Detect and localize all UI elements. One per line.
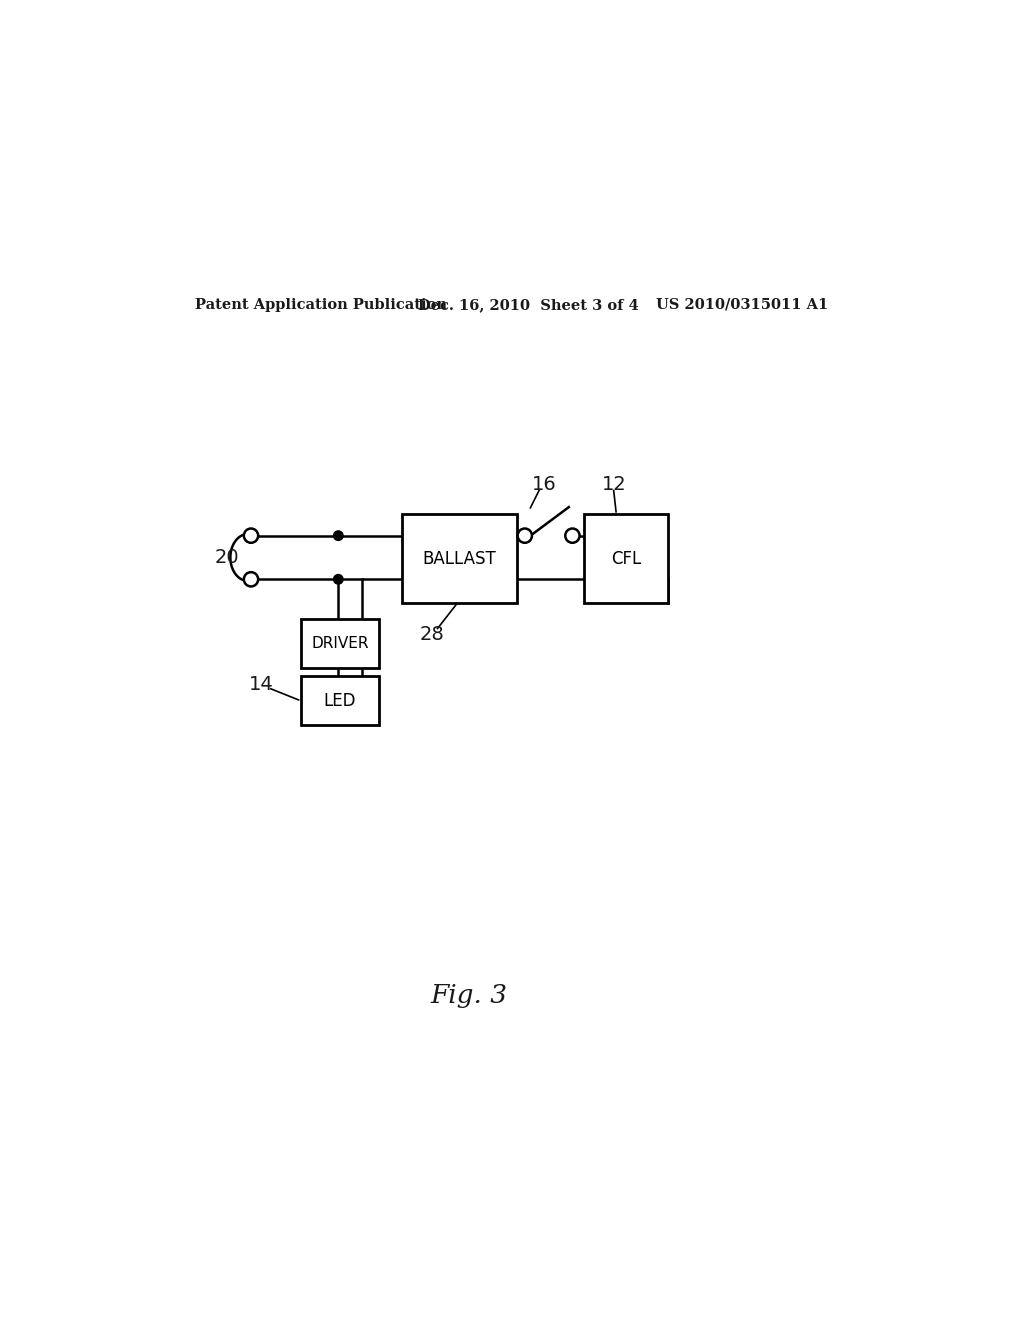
Bar	[301, 619, 379, 668]
Circle shape	[334, 574, 343, 583]
Text: 12: 12	[602, 475, 627, 494]
Text: 16: 16	[531, 475, 556, 494]
Circle shape	[244, 528, 258, 543]
Text: LED: LED	[324, 692, 356, 710]
Text: CFL: CFL	[611, 549, 641, 568]
Bar	[301, 676, 379, 725]
Text: Fig. 3: Fig. 3	[431, 983, 508, 1008]
Text: BALLAST: BALLAST	[423, 549, 497, 568]
Bar	[585, 515, 668, 603]
Text: 20: 20	[215, 548, 240, 566]
Text: 28: 28	[420, 626, 444, 644]
Text: DRIVER: DRIVER	[311, 636, 369, 651]
Circle shape	[244, 572, 258, 586]
Text: US 2010/0315011 A1: US 2010/0315011 A1	[655, 298, 828, 312]
Text: Dec. 16, 2010  Sheet 3 of 4: Dec. 16, 2010 Sheet 3 of 4	[418, 298, 638, 312]
Text: 14: 14	[249, 676, 273, 694]
Circle shape	[518, 528, 531, 543]
Bar	[401, 515, 517, 603]
Text: Patent Application Publication: Patent Application Publication	[196, 298, 447, 312]
Circle shape	[565, 528, 580, 543]
Circle shape	[334, 531, 343, 540]
